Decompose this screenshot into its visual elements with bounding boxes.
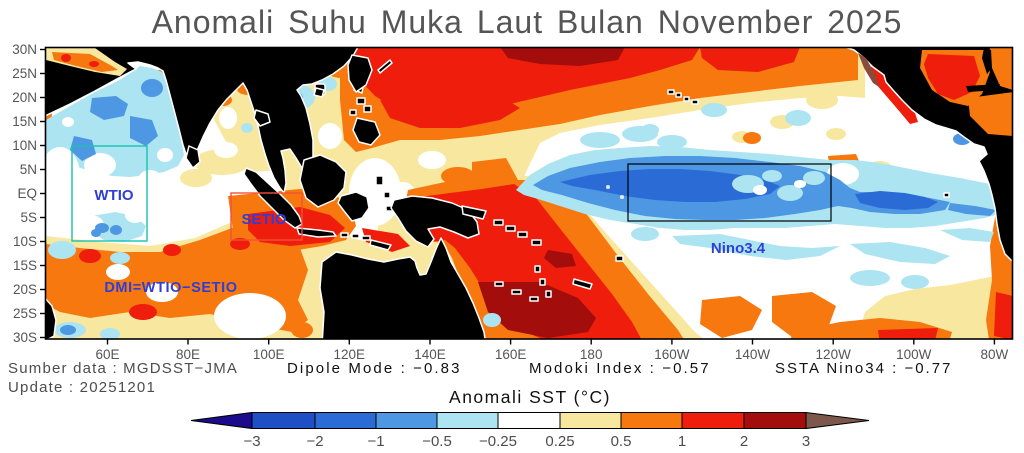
svg-text:80E: 80E xyxy=(176,347,200,362)
svg-text:30N: 30N xyxy=(12,42,37,57)
svg-text:30S: 30S xyxy=(13,330,37,345)
svg-text:Nino3.4: Nino3.4 xyxy=(711,240,766,257)
svg-text:140E: 140E xyxy=(414,347,446,362)
svg-text:0.25: 0.25 xyxy=(545,433,574,450)
svg-text:SSTA Nino34 : −0.77: SSTA Nino34 : −0.77 xyxy=(775,360,952,377)
svg-text:120W: 120W xyxy=(816,347,852,362)
svg-text:3: 3 xyxy=(802,433,810,450)
svg-text:EQ: EQ xyxy=(17,186,37,201)
svg-text:5S: 5S xyxy=(20,210,37,225)
svg-text:15S: 15S xyxy=(13,258,37,273)
svg-text:Sumber data : MGDSST−JMA: Sumber data : MGDSST−JMA xyxy=(8,360,238,377)
svg-text:Modoki Index : −0.57: Modoki Index : −0.57 xyxy=(529,360,711,377)
svg-text:−2: −2 xyxy=(306,433,323,450)
svg-text:100E: 100E xyxy=(253,347,285,362)
svg-text:20N: 20N xyxy=(12,90,37,105)
svg-text:25N: 25N xyxy=(12,66,37,81)
svg-text:25S: 25S xyxy=(13,306,37,321)
svg-text:120E: 120E xyxy=(334,347,366,362)
svg-text:1: 1 xyxy=(678,433,686,450)
svg-text:100W: 100W xyxy=(896,347,932,362)
svg-text:160W: 160W xyxy=(654,347,690,362)
svg-text:Anomali Suhu Muka Laut Bulan N: Anomali Suhu Muka Laut Bulan November 20… xyxy=(152,4,903,40)
svg-text:20S: 20S xyxy=(13,282,37,297)
svg-text:WTIO: WTIO xyxy=(94,187,133,204)
svg-text:Dipole Mode : −0.83: Dipole Mode : −0.83 xyxy=(287,360,462,377)
svg-text:180: 180 xyxy=(580,347,603,362)
svg-text:SETIO: SETIO xyxy=(241,211,286,228)
svg-text:−3: −3 xyxy=(243,433,260,450)
svg-text:10S: 10S xyxy=(13,234,37,249)
svg-text:−0.5: −0.5 xyxy=(422,433,452,450)
svg-text:DMI=WTIO−SETIO: DMI=WTIO−SETIO xyxy=(104,280,237,296)
svg-text:Update : 20251201: Update : 20251201 xyxy=(8,379,156,396)
svg-text:140W: 140W xyxy=(735,347,771,362)
svg-text:80W: 80W xyxy=(981,347,1009,362)
svg-text:0.5: 0.5 xyxy=(611,433,632,450)
svg-text:Anomali SST (°C): Anomali SST (°C) xyxy=(449,387,611,407)
svg-text:15N: 15N xyxy=(12,114,37,129)
svg-text:−1: −1 xyxy=(367,433,384,450)
svg-text:5N: 5N xyxy=(20,162,37,177)
svg-text:−0.25: −0.25 xyxy=(479,433,517,450)
svg-text:160E: 160E xyxy=(495,347,527,362)
svg-text:10N: 10N xyxy=(12,138,37,153)
svg-text:60E: 60E xyxy=(95,347,119,362)
svg-text:2: 2 xyxy=(740,433,748,450)
